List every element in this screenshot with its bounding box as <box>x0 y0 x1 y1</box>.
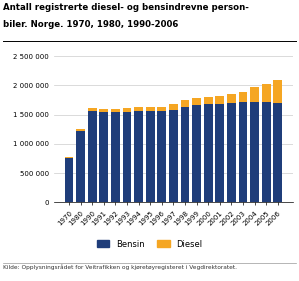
Bar <box>100 108 108 112</box>
Bar <box>262 84 271 102</box>
Text: Kilde: Opplysningsrådet for Veitrafikken og kjøretøyregisteret i Vegdirektoratet: Kilde: Opplysningsrådet for Veitrafikken… <box>3 264 237 270</box>
Bar <box>65 158 73 202</box>
Bar <box>227 94 236 103</box>
Bar <box>227 103 236 202</box>
Bar <box>204 97 213 104</box>
Bar <box>216 103 224 202</box>
Legend: Bensin, Diesel: Bensin, Diesel <box>97 240 202 249</box>
Bar <box>192 98 201 105</box>
Bar <box>146 111 155 202</box>
Bar <box>250 87 259 102</box>
Bar <box>65 157 73 158</box>
Bar <box>158 112 166 202</box>
Bar <box>76 129 85 131</box>
Bar <box>250 102 259 202</box>
Bar <box>111 112 120 202</box>
Bar <box>239 102 247 202</box>
Bar <box>123 108 131 112</box>
Bar <box>262 102 271 202</box>
Bar <box>239 92 247 102</box>
Bar <box>88 110 97 202</box>
Bar <box>158 107 166 112</box>
Bar <box>134 112 143 202</box>
Bar <box>100 112 108 202</box>
Bar <box>181 107 189 202</box>
Text: Antall registrerte diesel- og bensindrevne person-: Antall registrerte diesel- og bensindrev… <box>3 3 249 12</box>
Bar <box>216 96 224 103</box>
Bar <box>274 103 282 202</box>
Bar <box>111 109 120 112</box>
Text: biler. Norge. 1970, 1980, 1990-2006: biler. Norge. 1970, 1980, 1990-2006 <box>3 20 179 29</box>
Bar <box>123 112 131 202</box>
Bar <box>146 107 155 111</box>
Bar <box>76 131 85 202</box>
Bar <box>192 105 201 202</box>
Bar <box>134 107 143 112</box>
Bar <box>204 104 213 202</box>
Bar <box>88 108 97 110</box>
Bar <box>274 80 282 103</box>
Bar <box>169 104 178 110</box>
Bar <box>169 110 178 202</box>
Bar <box>181 100 189 107</box>
